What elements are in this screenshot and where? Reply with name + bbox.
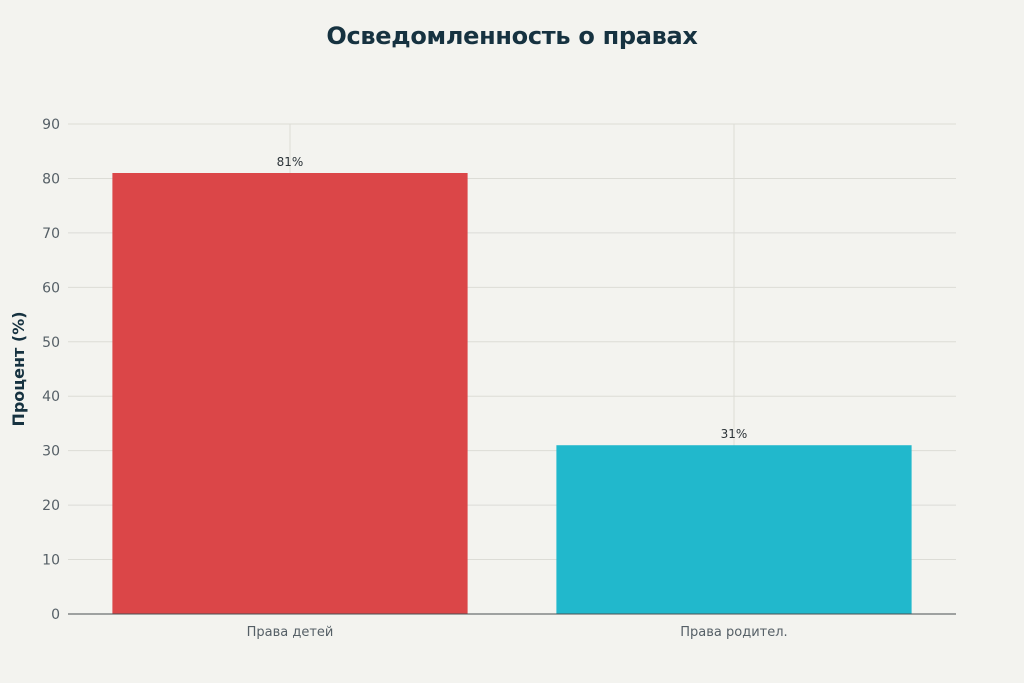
y-tick-label: 40	[42, 389, 60, 405]
data-label: 81%	[277, 155, 304, 169]
y-tick-label: 50	[42, 335, 60, 351]
y-axis-title: Процент (%)	[9, 311, 28, 426]
y-tick-label: 20	[42, 498, 60, 514]
axis-layer: 0 10 20 30 40 50 60 70 80 90 Права детей Права роди…	[42, 117, 956, 640]
y-tick-label: 30	[42, 444, 60, 460]
y-tick-label: 60	[42, 280, 60, 296]
x-tick-label: Права родител.	[680, 625, 787, 640]
x-tick-label: Права детей	[247, 625, 334, 640]
y-tick-label: 10	[42, 553, 60, 569]
chart-title: Осведомленность о правах	[326, 22, 698, 50]
bar	[112, 173, 468, 614]
bar	[556, 445, 912, 614]
y-tick-label: 80	[42, 171, 60, 187]
data-label: 31%	[721, 427, 748, 441]
y-tick-label: 70	[42, 226, 60, 242]
y-tick-label: 0	[51, 607, 60, 623]
bars-layer: 81% 31%	[112, 155, 912, 614]
y-tick-label: 90	[42, 117, 60, 133]
